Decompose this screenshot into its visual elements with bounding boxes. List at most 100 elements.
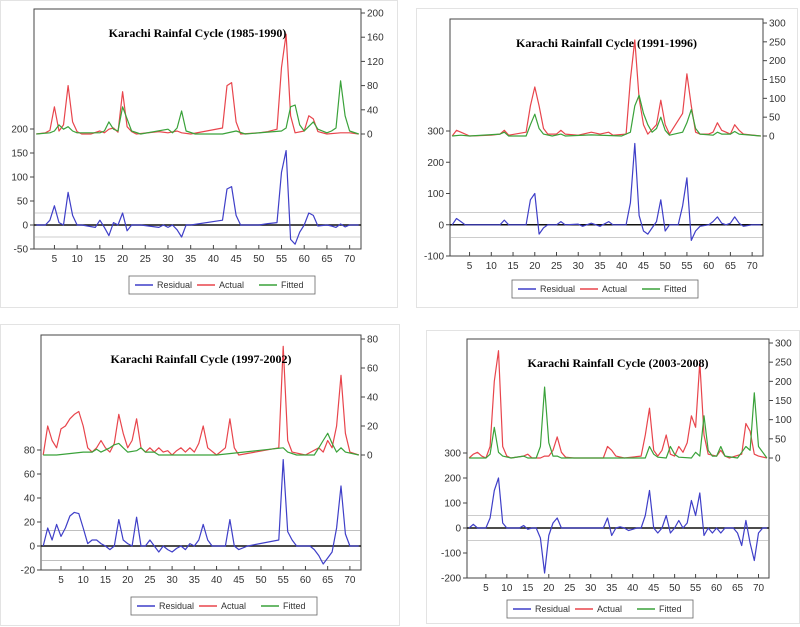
x-axis-tick-label: 70 [753, 583, 765, 594]
right-axis-tick-label: 80 [367, 81, 379, 92]
x-axis-tick-label: 40 [627, 583, 639, 594]
x-axis-tick-label: 25 [144, 575, 156, 586]
x-axis-tick-label: 20 [117, 254, 129, 265]
right-axis-tick-label: 300 [775, 339, 792, 350]
legend-label-fitted: Fitted [281, 280, 304, 290]
right-axis-tick-label: 50 [775, 434, 787, 445]
legend-label-residual: Residual [159, 601, 194, 611]
x-axis-tick-label: 20 [529, 261, 541, 272]
x-axis-tick-label: 35 [594, 261, 606, 272]
right-axis-tick-label: 200 [769, 56, 786, 67]
x-axis-tick-label: 15 [522, 583, 534, 594]
right-axis-tick-label: 120 [367, 57, 384, 68]
right-axis-tick-label: 100 [775, 415, 792, 426]
left-axis-tick-label: 40 [24, 494, 36, 505]
legend-box [130, 596, 318, 616]
x-axis-tick-label: 30 [585, 583, 597, 594]
legend-label-residual: Residual [157, 280, 192, 290]
right-axis-tick-label: 40 [367, 105, 379, 116]
chart-title: Karachi Rainfal Cycle (1985-1990) [109, 26, 287, 40]
x-axis-tick-label: 10 [501, 583, 513, 594]
x-axis-tick-label: 15 [94, 254, 106, 265]
legend-label-fitted: Fitted [283, 601, 306, 611]
left-axis-tick-label: -20 [21, 566, 36, 577]
chart-svg: 0 20 40 60 80 -20 0 20 40 60 80 5 10 15 20 25 30 35 40 45 50… [21, 334, 379, 616]
x-axis-tick-label: 5 [52, 254, 58, 265]
legend-box [511, 279, 699, 299]
x-axis-tick-label: 15 [100, 575, 112, 586]
right-axis-tick-label: 100 [769, 94, 786, 105]
x-axis-tick-label: 70 [344, 254, 356, 265]
x-axis-tick-label: 10 [78, 575, 90, 586]
x-axis-tick-label: 20 [122, 575, 134, 586]
x-axis-tick-label: 5 [58, 575, 64, 586]
x-axis-tick-label: 5 [467, 261, 473, 272]
chart-panel-1991-1996: 0 50 100 150 200 250 300 -100 0 100 200 300 5 10 15 20 2… [416, 8, 798, 308]
x-axis-tick-label: 45 [233, 575, 245, 586]
legend-label-actual: Actual [221, 601, 246, 611]
chart-panel-1997-2002: 0 20 40 60 80 -20 0 20 40 60 80 5 10 15 20 25 30 35 40 45 50… [0, 324, 400, 626]
x-axis-tick-label: 10 [486, 261, 498, 272]
plot-frame [40, 334, 362, 571]
left-axis-tick-label: 0 [22, 221, 28, 232]
x-axis-tick-label: 30 [162, 254, 174, 265]
chart-title: Karachi Rainfall Cycle (2003-2008) [528, 356, 709, 370]
left-axis-tick-label: 50 [17, 197, 29, 208]
chart-panel-2003-2008: 0 50 100 150 200 250 300 -200 -100 0 100 200 300 5 10 1… [426, 330, 800, 624]
series-line-fitted [36, 80, 359, 135]
right-axis-tick-label: 300 [769, 19, 786, 30]
left-axis-tick-label: 0 [29, 542, 35, 553]
x-axis-tick-label: 65 [322, 575, 334, 586]
left-axis-tick-label: 200 [11, 125, 28, 136]
x-axis-tick-label: 65 [321, 254, 333, 265]
series-line-residual [468, 477, 767, 574]
x-axis-tick-label: 35 [185, 254, 197, 265]
x-axis-tick-label: 45 [638, 261, 650, 272]
x-axis-tick-label: 10 [72, 254, 84, 265]
x-axis-tick-label: 20 [543, 583, 555, 594]
left-axis-tick-label: 300 [444, 449, 461, 460]
series-line-fitted [452, 94, 761, 137]
chart-panel-1985-1990: 0 40 80 120 160 200 -50 0 50 100 150 200 5 10 15 20 25 30… [0, 0, 398, 308]
left-axis-tick-label: -200 [441, 574, 461, 585]
series-line-fitted [469, 386, 768, 459]
x-axis-tick-label: 35 [189, 575, 201, 586]
right-axis-tick-label: 80 [367, 335, 379, 346]
right-axis-tick-label: 60 [367, 364, 379, 375]
plot-frame [449, 18, 764, 257]
left-axis-tick-label: 150 [11, 149, 28, 160]
x-axis-tick-label: 25 [140, 254, 152, 265]
x-axis-tick-label: 60 [300, 575, 312, 586]
x-axis-tick-label: 55 [276, 254, 288, 265]
x-axis-tick-label: 40 [616, 261, 628, 272]
right-axis-tick-label: 50 [769, 113, 781, 124]
x-axis-tick-label: 50 [669, 583, 681, 594]
left-axis-tick-label: 100 [444, 499, 461, 510]
x-axis-tick-label: 25 [564, 583, 576, 594]
x-axis-tick-label: 50 [255, 575, 267, 586]
x-axis-tick-label: 60 [703, 261, 715, 272]
left-axis-tick-label: 60 [24, 470, 36, 481]
x-axis-tick-label: 35 [606, 583, 618, 594]
series-line-actual [42, 345, 359, 456]
chart-title: Karachi Rainfall Cycle (1997-2002) [111, 352, 292, 366]
left-axis-tick-label: -100 [424, 252, 444, 263]
right-axis-tick-label: 250 [775, 358, 792, 369]
right-axis-tick-label: 200 [367, 9, 384, 20]
left-axis-tick-label: -50 [14, 245, 29, 256]
right-axis-tick-label: 20 [367, 422, 379, 433]
x-axis-tick-label: 30 [573, 261, 585, 272]
left-axis-tick-label: 80 [24, 446, 36, 457]
x-axis-tick-label: 70 [747, 261, 759, 272]
x-axis-tick-label: 40 [208, 254, 220, 265]
left-axis-tick-label: 100 [427, 189, 444, 200]
right-axis-tick-label: 0 [367, 451, 373, 462]
series-line-residual [451, 142, 761, 241]
right-axis-tick-label: 40 [367, 393, 379, 404]
left-axis-tick-label: 0 [455, 524, 461, 535]
right-axis-tick-label: 0 [769, 132, 775, 143]
right-axis-tick-label: 150 [775, 396, 792, 407]
series-line-actual [451, 39, 761, 137]
legend-box [506, 599, 694, 619]
right-axis-tick-label: 0 [367, 130, 373, 141]
